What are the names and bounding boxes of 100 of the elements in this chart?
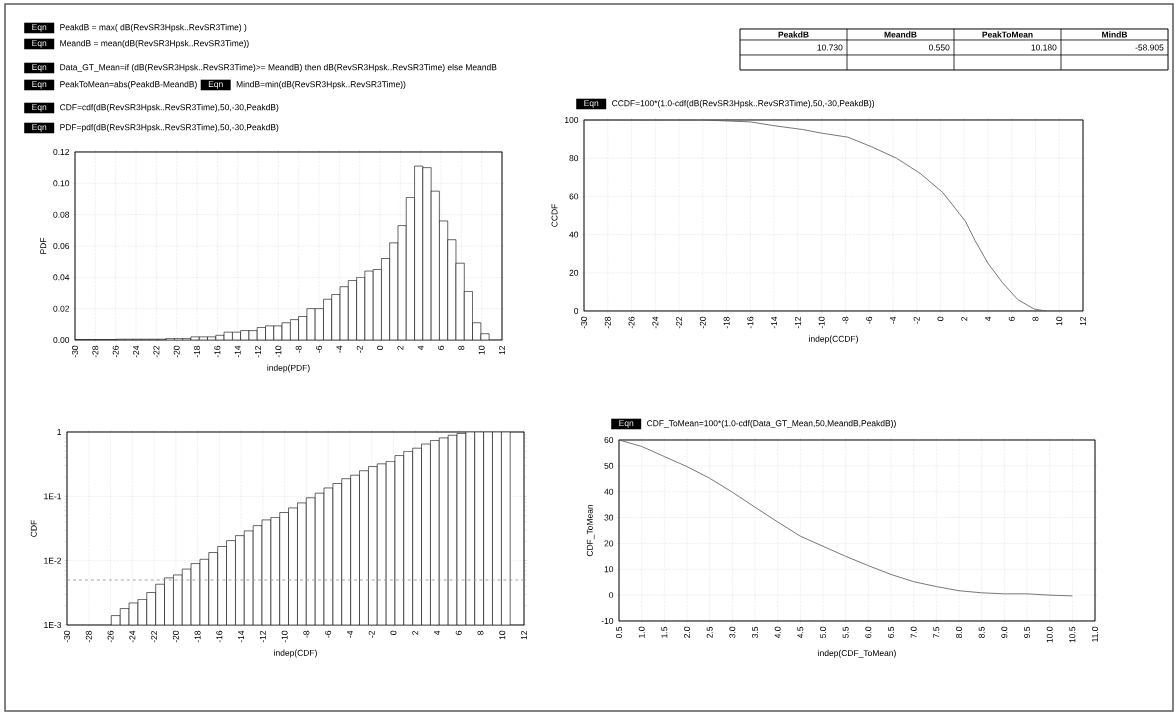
text: Eqn — [32, 81, 47, 89]
x-tick-label: 12 — [521, 630, 527, 640]
x-tick-label: 0 — [377, 345, 383, 350]
x-tick-label: -6 — [325, 630, 332, 638]
x-tick-label: 6.5 — [888, 626, 895, 638]
x-tick-label: -30 — [581, 316, 588, 329]
x-tick-label: 2 — [412, 630, 419, 635]
text: PDF=pdf(dB(RevSR3Hpsk..RevSR3Time),50,-30,PeakdB) — [60, 124, 279, 132]
y-tick-label: 0.06 — [53, 242, 70, 249]
y-tick-label: 1E-1 — [44, 493, 62, 500]
x-axis-title: indep(CDF) — [274, 649, 317, 658]
x-tick-label: 2 — [397, 345, 404, 350]
x-tick-label: -14 — [771, 316, 778, 329]
y-tick-label: 10 — [604, 566, 614, 573]
x-tick-label: 9.0 — [1001, 626, 1008, 638]
x-tick-label: -10 — [818, 316, 825, 329]
text: Eqn — [32, 24, 47, 32]
y-tick-label: 40 — [569, 231, 579, 238]
x-tick-label: 3.0 — [729, 626, 736, 638]
y-axis-title: CDF_ToMean — [586, 504, 595, 557]
y-tick-label: 60 — [604, 437, 614, 443]
y-tick-label: 0.12 — [53, 148, 70, 155]
x-tick-label: 4.5 — [797, 626, 804, 639]
x-tick-label: -4 — [336, 345, 343, 353]
x-tick-label: 1.0 — [638, 626, 645, 638]
x-tick-label: 8.5 — [978, 626, 985, 638]
text: CDF=cdf(dB(RevSR3Hpsk..RevSR3Time),50,-30,PeakdB) — [60, 104, 279, 112]
x-tick-label: 2.0 — [684, 626, 691, 638]
x-tick-label: 0 — [937, 316, 944, 321]
x-tick-label: 10.5 — [1069, 626, 1076, 643]
x-tick-label: -8 — [842, 316, 849, 324]
text: 10.180 — [1031, 44, 1057, 51]
x-tick-label: -18 — [194, 345, 200, 358]
y-tick-label: 60 — [569, 193, 579, 200]
line-series — [584, 119, 1047, 311]
y-tick-label: 40 — [604, 488, 614, 495]
text: PeakdB = max( dB(RevSR3Hpsk..RevSR3Time) ) — [60, 24, 247, 32]
x-tick-label: 8 — [458, 345, 465, 350]
text: Eqn — [619, 420, 634, 428]
x-tick-label: -30 — [72, 345, 78, 358]
x-tick-label: 7.5 — [933, 626, 940, 638]
x-tick-label: -26 — [112, 345, 119, 358]
x-tick-label: 4 — [434, 630, 440, 636]
text: Eqn — [208, 81, 223, 89]
x-tick-label: -24 — [129, 630, 136, 643]
x-tick-label: 5.5 — [842, 626, 849, 638]
text: 0.550 — [928, 44, 950, 51]
x-tick-label: 2.5 — [706, 626, 713, 638]
x-tick-label: -24 — [133, 345, 139, 358]
x-tick-label: -4 — [347, 630, 353, 638]
x-tick-label: 3.5 — [752, 626, 759, 638]
text: PeakToMean=abs(PeakdB-MeandB) — [60, 81, 197, 89]
y-tick-label: 0.00 — [53, 336, 70, 343]
y-tick-label: 50 — [604, 462, 614, 469]
y-tick-label: 20 — [569, 269, 579, 276]
x-tick-label: -12 — [255, 345, 261, 358]
x-tick-label: 12 — [1080, 316, 1086, 326]
x-tick-label: 6 — [438, 345, 444, 350]
x-tick-label: 4.0 — [774, 626, 781, 639]
x-axis-title: indep(CCDF) — [809, 335, 858, 344]
x-tick-label: -22 — [151, 630, 158, 643]
y-tick-label: 20 — [604, 540, 614, 547]
y-tick-label: 0.10 — [53, 180, 70, 187]
x-tick-label: -6 — [866, 316, 873, 324]
x-axis-title: indep(CDF_ToMean) — [818, 649, 896, 658]
text: MindB — [1102, 31, 1128, 38]
x-tick-label: 8 — [477, 630, 484, 635]
y-tick-label: 30 — [604, 514, 614, 521]
x-tick-label: -10 — [275, 345, 282, 358]
x-tick-label: -30 — [64, 630, 70, 643]
x-tick-label: 11.0 — [1092, 626, 1099, 642]
x-tick-label: -4 — [890, 316, 896, 324]
y-axis-title: CCDF — [551, 204, 558, 227]
x-tick-label: 0.5 — [616, 626, 623, 638]
x-tick-label: 10 — [1056, 316, 1063, 326]
x-tick-label: -20 — [172, 630, 179, 643]
text: -58.905 — [1135, 44, 1164, 51]
x-tick-label: -28 — [604, 316, 611, 329]
x-tick-label: 5.0 — [820, 626, 827, 638]
x-tick-label: -12 — [259, 630, 266, 643]
x-tick-label: -22 — [676, 316, 683, 329]
x-tick-label: 4 — [985, 316, 991, 322]
x-tick-label: 10 — [499, 630, 506, 640]
text: MindB=min(dB(RevSR3Hpsk..RevSR3Time)) — [236, 81, 406, 89]
x-tick-label: 10.0 — [1046, 626, 1053, 643]
text: PeakdB — [778, 31, 809, 38]
text: Eqn — [32, 104, 47, 112]
x-tick-label: 1.5 — [661, 626, 668, 638]
x-tick-label: 8.0 — [956, 626, 963, 638]
x-tick-label: 9.5 — [1024, 626, 1031, 638]
text: Eqn — [32, 124, 47, 132]
x-tick-label: 6 — [1008, 316, 1015, 321]
line-series — [619, 439, 1073, 597]
y-tick-label: 0.04 — [53, 274, 70, 281]
x-axis-title: indep(PDF) — [267, 364, 310, 373]
text: Data_GT_Mean=if (dB(RevSR3Hpsk..RevSR3Time)>= MeandB) then dB(RevSR3Hpsk..RevSR3Time) else MeandB — [60, 64, 497, 72]
x-tick-label: -24 — [652, 316, 659, 329]
x-tick-label: -14 — [238, 630, 245, 643]
x-tick-label: 6.0 — [865, 626, 872, 638]
chart-title: CDF_ToMean=100*(1.0-cdf(Data_GT_Mean,50,MeandB,PeakdB)) — [647, 420, 896, 428]
